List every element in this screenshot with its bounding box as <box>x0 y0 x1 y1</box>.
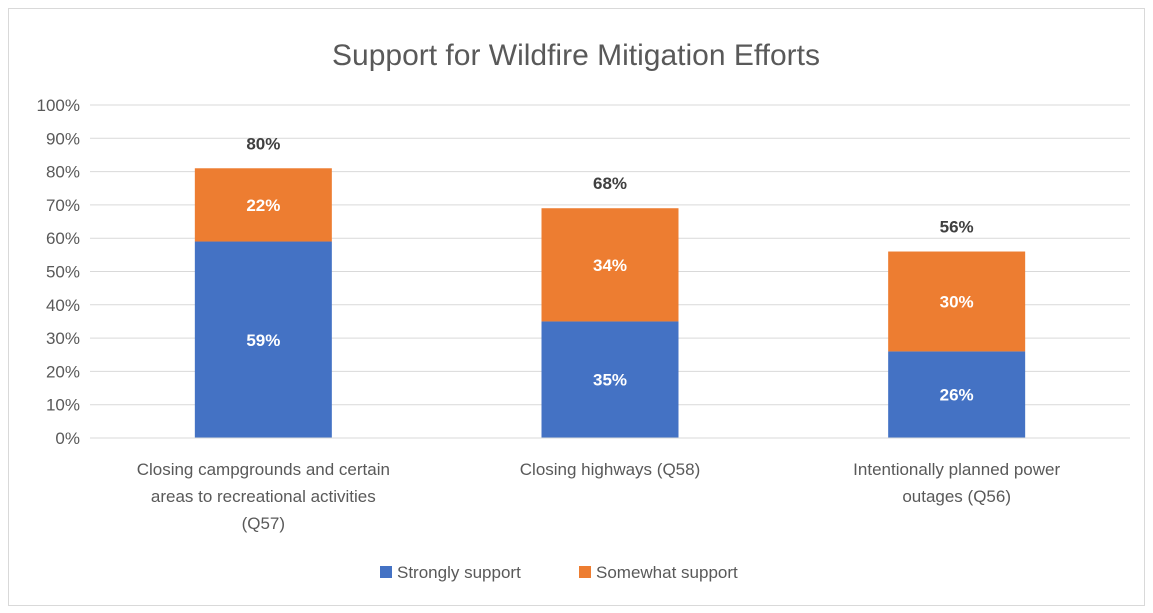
legend-label: Somewhat support <box>596 563 738 582</box>
x-category-label: Closing highways (Q58) <box>520 460 700 479</box>
y-tick-label: 10% <box>46 396 80 415</box>
segment-data-label: 26% <box>940 386 974 405</box>
y-axis: 0% 10% 20% 30% 40% 50% 60% 70% 80% 90% 100% <box>37 96 80 448</box>
y-tick-label: 0% <box>55 429 80 448</box>
bar-segment-strongly-support <box>888 351 1026 438</box>
y-tick-label: 20% <box>46 362 80 381</box>
bar-segment-somewhat-support <box>888 251 1026 352</box>
y-tick-label: 90% <box>46 129 80 148</box>
segment-data-label: 30% <box>940 292 974 311</box>
chart-title: Support for Wildfire Mitigation Efforts <box>332 39 820 72</box>
segment-data-label: 59% <box>246 331 280 350</box>
bar-segment-somewhat-support <box>194 168 332 242</box>
bar-segment-somewhat-support <box>541 208 679 322</box>
total-data-label: 68% <box>593 174 627 193</box>
legend-swatch-somewhat-support <box>579 566 591 578</box>
total-data-label: 56% <box>940 218 974 237</box>
y-tick-label: 30% <box>46 329 80 348</box>
legend: Strongly support Somewhat support <box>380 563 738 582</box>
segment-data-label: 35% <box>593 371 627 390</box>
x-axis: Closing campgrounds and certain areas to … <box>90 437 1130 533</box>
bar-segment-strongly-support <box>541 321 679 438</box>
y-tick-label: 70% <box>46 196 80 215</box>
y-tick-label: 50% <box>46 263 80 282</box>
bars: 59% 22% 80% 35% 34% 68% 26% 30% 56% <box>194 134 1026 438</box>
legend-swatch-strongly-support <box>380 566 392 578</box>
segment-data-label: 34% <box>593 256 627 275</box>
y-tick-label: 80% <box>46 163 80 182</box>
x-category-label: Intentionally planned power outages (Q56) <box>853 460 1060 506</box>
segment-data-label: 22% <box>246 196 280 215</box>
total-data-label: 80% <box>246 134 280 153</box>
y-tick-label: 40% <box>46 296 80 315</box>
bar-segment-strongly-support <box>194 241 332 438</box>
y-tick-label: 60% <box>46 229 80 248</box>
y-tick-label: 100% <box>37 96 80 115</box>
x-category-label: Closing campgrounds and certain areas to … <box>137 460 390 533</box>
legend-label: Strongly support <box>397 563 521 582</box>
